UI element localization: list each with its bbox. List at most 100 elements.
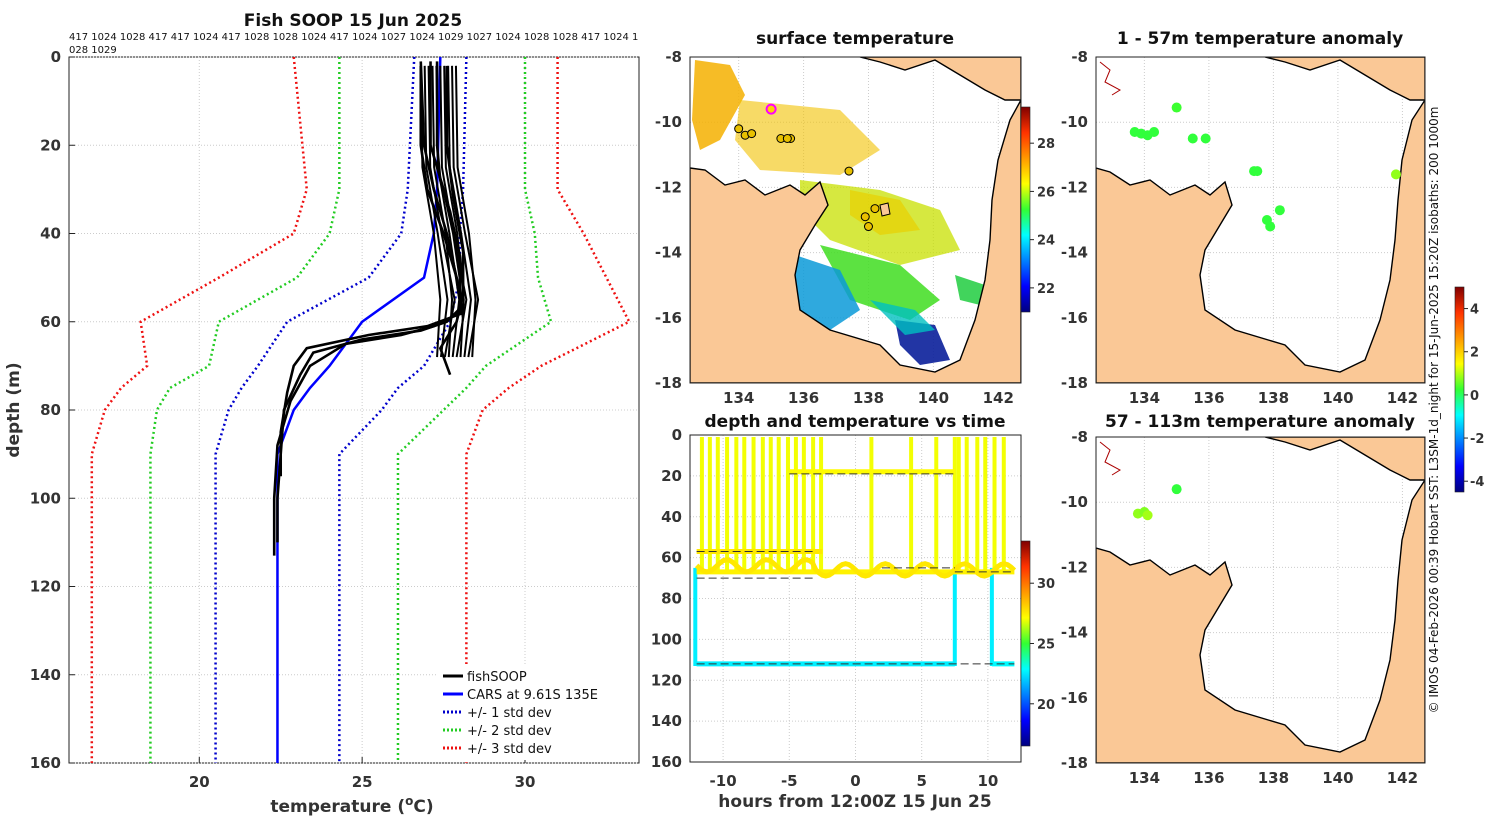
sst-xtick-label: 140 (918, 389, 949, 407)
depth-time-ytick-label: 140 (651, 712, 682, 730)
anom-deep-panel: 57 - 113m temperature anomaly 134 136 138 1… (1061, 412, 1426, 787)
depth-time-xtick-label: -5 (781, 772, 798, 790)
profile-panel: 20 25 30 0 20 40 60 80 100 120 140 160 temperature … (4, 48, 640, 817)
anom-cbar-tick-label: 0 (1470, 389, 1479, 404)
anom-shallow-point (1390, 169, 1401, 180)
profile-ytick-label: 0 (51, 48, 61, 66)
sst-station-marker (863, 222, 873, 232)
legend-label-std1: +/- 1 std dev (467, 706, 552, 721)
anom-cbar-tick-label: -4 (1470, 475, 1484, 490)
depth-time-ytick-label: 60 (661, 549, 682, 567)
sst-patch-northwest (692, 60, 745, 150)
profile-ytick-label: 20 (40, 136, 61, 154)
profile-xtick-label: 30 (515, 773, 536, 791)
std-dev-line (90, 56, 309, 763)
sst-station-marker (844, 166, 854, 176)
sst-stations (734, 103, 880, 232)
anom-deep-ytick-label: -8 (1071, 428, 1088, 446)
profile-xtick-label: 25 (352, 773, 373, 791)
sst-land-newguinea (859, 57, 1021, 101)
sst-ytick-label: -14 (655, 244, 682, 262)
anom-shallow-points (1129, 102, 1401, 232)
anom-cbar-tick-label: 2 (1470, 346, 1479, 361)
anom-colorbar (1454, 286, 1465, 493)
std-dev-line (149, 57, 341, 763)
sst-map-ticks: 134 136 138 140 142 -8 -10 -12 -14 -16 -18 (655, 48, 1014, 407)
profile-ytick-label: 100 (30, 489, 61, 507)
profile-ylabel: depth (m) (4, 362, 24, 457)
legend-box (438, 664, 637, 760)
fish-profile-line (454, 65, 477, 358)
sst-patch-gulf-west (795, 255, 860, 330)
anom-shallow-ytick-label: -18 (1061, 374, 1088, 392)
anom-shallow-point (1265, 221, 1276, 232)
anom-deep-ticks: 134 136 138 140 142 -8 -10 -12 -14 -16 -18 (1061, 428, 1418, 787)
profile-lines (90, 56, 631, 763)
anom-deep-point (1142, 510, 1153, 521)
anom-shallow-ytick-label: -14 (1061, 244, 1088, 262)
anom-deep-point (1171, 484, 1182, 495)
sst-patch-north (735, 100, 880, 175)
profile-ytick-label: 40 (40, 225, 61, 243)
anom-shallow-ytick-label: -16 (1061, 309, 1088, 327)
sst-station-marker (860, 212, 870, 222)
anom-deep-xtick-label: 136 (1193, 769, 1224, 787)
anom-shallow-ytick-label: -12 (1061, 178, 1088, 196)
fish-profile-line (443, 65, 465, 358)
sst-ytick-label: -18 (655, 374, 682, 392)
depth-time-ytick-label: 80 (661, 590, 682, 608)
profile-legend: fishSOOP CARS at 9.61S 135E +/- 1 std de… (438, 664, 637, 760)
sst-station-marker (734, 124, 744, 134)
depth-time-cbar-tick-label: 25 (1037, 638, 1055, 653)
anom-colorbar-ticks: -4 -2 0 2 4 (1464, 303, 1484, 490)
depth-time-trace (694, 557, 1017, 579)
anom-deep-xtick-label: 134 (1129, 769, 1160, 787)
fish-profile-line (435, 65, 461, 358)
anom-deep-xtick-label: 138 (1258, 769, 1289, 787)
sst-land-groote (879, 202, 891, 217)
anom-shallow-land-newguinea (1264, 57, 1425, 101)
fish-profile-line (431, 65, 454, 358)
anom-deep-points (1132, 484, 1182, 521)
anom-shallow-ytick-label: -10 (1061, 113, 1088, 131)
ids-line-2: 028 1029 (69, 45, 117, 56)
anom-shallow-point (1200, 133, 1211, 144)
anom-shallow-xtick-label: 140 (1322, 389, 1353, 407)
profile-grid (69, 56, 639, 764)
sst-xtick-label: 138 (853, 389, 884, 407)
sst-map-panel: surface temperature 134 136 138 140 142 -8 -10… (655, 29, 1055, 407)
anom-deep-land-topend (1096, 478, 1425, 763)
profile-ticks: 20 25 30 0 20 40 60 80 100 120 140 160 (30, 48, 536, 791)
anom-deep-ytick-label: -10 (1061, 493, 1088, 511)
profile-ytick-label: 120 (30, 578, 61, 596)
anom-shallow-xtick-label: 142 (1387, 389, 1418, 407)
sst-station-marker (782, 134, 792, 143)
legend-label-std2: +/- 2 std dev (467, 724, 552, 739)
profile-xtick-label: 20 (189, 773, 210, 791)
depth-time-xlabel: hours from 12:00Z 15 Jun 25 (718, 792, 991, 812)
depth-time-xtick-label: -10 (710, 772, 737, 790)
fish-profile-line (447, 65, 472, 358)
sst-colorbar (1020, 106, 1031, 313)
anom-shallow-isobath (1099, 61, 1121, 96)
sst-land-topend (690, 99, 1021, 383)
legend-label-fish: fishSOOP (467, 670, 527, 685)
anom-shallow-land-topend (1096, 98, 1425, 383)
sst-latest-station-marker (765, 103, 777, 115)
anom-shallow-xtick-label: 138 (1258, 389, 1289, 407)
credit-text: © IMOS 04-Feb-2026 00:39 Hobart SST: L3S… (1427, 107, 1441, 714)
depth-time-ytick-label: 160 (651, 753, 682, 771)
anom-deep-xtick-label: 142 (1387, 769, 1418, 787)
fish-profile-line (419, 65, 442, 358)
depth-time-ytick-label: 20 (661, 467, 682, 485)
anom-shallow-xtick-label: 136 (1193, 389, 1224, 407)
anom-shallow-xtick-label: 134 (1129, 389, 1160, 407)
depth-time-ytick-label: 100 (651, 630, 682, 648)
depth-time-xtick-label: 5 (916, 772, 926, 790)
sst-ytick-label: -10 (655, 113, 682, 131)
sst-station-marker (747, 129, 757, 139)
profile-ytick-label: 60 (40, 313, 61, 331)
anom-shallow-point (1171, 102, 1182, 113)
anom-deep-land-newguinea (1264, 437, 1425, 481)
